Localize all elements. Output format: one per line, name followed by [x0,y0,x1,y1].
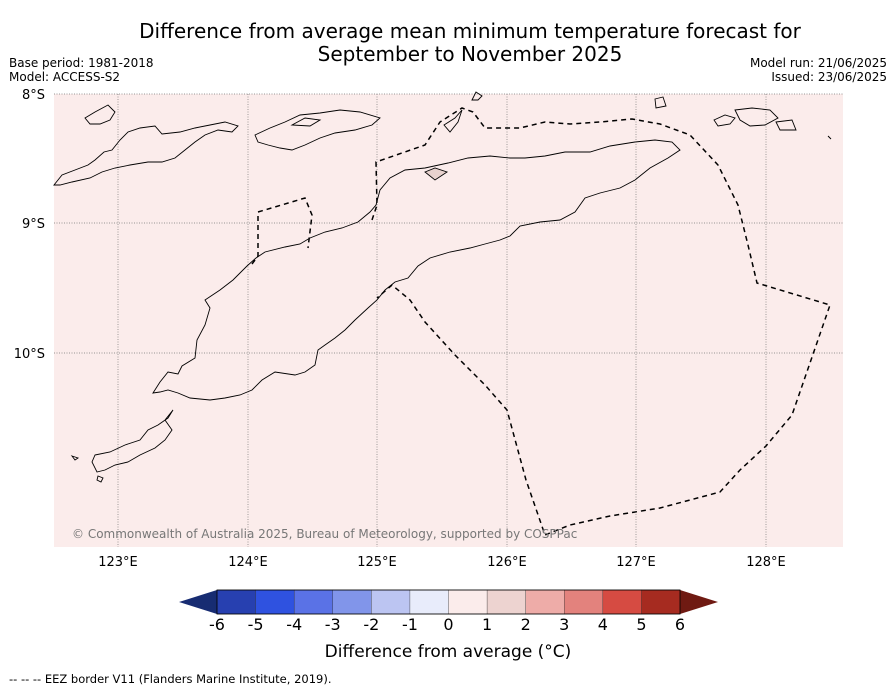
colorbar: -6 -5 -4 -3 -2 -1 0 1 2 3 4 5 6 [179,589,718,634]
colorbar-tick-label: 0 [443,615,453,634]
colorbar-tick-label: 3 [559,615,569,634]
colorbar-swatch [602,589,642,615]
islet-ne-3 [734,107,779,127]
gridlines [54,93,843,547]
colorbar-tick-label: -5 [248,615,264,634]
islet-ne-4 [775,119,797,131]
map-area [54,94,843,547]
flores-island [53,121,239,186]
lon-label-124e: 124°E [228,555,268,570]
issued-date: Issued: 23/06/2025 [771,70,887,84]
lat-label-10s: 10°S [14,347,45,362]
wetar-tip [443,109,463,133]
colorbar-tick-label: 1 [482,615,492,634]
colorbar-swatch [641,589,681,615]
colorbar-tick-label: -4 [286,615,302,634]
model-run: Model run: 21/06/2025 [749,56,887,70]
small-island-1 [70,455,80,461]
small-island-2 [96,475,104,483]
colorbar-tick-label: -6 [209,615,225,634]
colorbar-swatch [293,589,334,615]
lon-label-128e: 128°E [746,555,786,570]
base-period: Base period: 1981-2018 [9,56,154,70]
north-islet-1 [84,104,116,125]
copyright: © Commonwealth of Australia 2025, Bureau… [72,527,577,541]
islet-top [471,91,483,101]
colorbar-swatch [448,589,488,615]
lat-label-8s: 8°S [22,88,45,103]
lon-labels: 123°E 124°E 125°E 126°E 127°E 128°E [98,555,786,570]
colorbar-arrow-low [179,590,217,614]
atauro-islet [424,167,449,181]
chart-title: Difference from average mean minimum tem… [0,20,896,66]
alor-island [254,109,381,151]
lat-label-9s: 9°S [22,217,45,232]
lon-label-126e: 126°E [487,555,527,570]
rote-island [91,409,174,473]
lat-labels: 8°S 9°S 10°S [14,88,45,362]
lon-label-125e: 125°E [357,555,397,570]
islet-ne-5 [827,135,832,140]
north-islet-2 [290,117,322,127]
meta-right: Model run: 21/06/2025 Issued: 23/06/2025 [750,56,887,84]
eez-line-main [251,197,313,265]
coastlines [53,91,832,483]
colorbar-tick-label: -2 [363,615,379,634]
model-name: Model: ACCESS-S2 [9,70,121,84]
colorbar-tick-label: -1 [402,615,418,634]
colorbar-swatch [525,589,565,615]
colorbar-swatch [486,589,527,615]
islet-ne-2 [713,114,736,127]
colorbar-tick-label: 5 [636,615,646,634]
meta-left: Base period: 1981-2018 Model: ACCESS-S2 [9,56,154,84]
colorbar-swatch [371,589,411,615]
lon-label-127e: 127°E [616,555,656,570]
title-line-2: September to November 2025 [317,42,623,66]
islet-ne-1 [654,96,667,109]
colorbar-swatch [564,589,604,615]
eez-footnote: -- -- -- EEZ border V11 (Flanders Marine… [9,672,332,686]
colorbar-swatch [216,589,257,615]
colorbar-swatch [409,589,449,615]
eez-line-north [371,107,831,536]
colorbar-ticks: -6 -5 -4 -3 -2 -1 0 1 2 3 4 5 6 [209,615,685,634]
timor-island [152,139,681,401]
colorbar-arrow-high [680,590,718,614]
colorbar-tick-label: -3 [325,615,341,634]
colorbar-tick-label: 6 [675,615,685,634]
title-line-1: Difference from average mean minimum tem… [139,19,801,43]
lon-label-123e: 123°E [98,555,138,570]
colorbar-swatch [255,589,295,615]
colorbar-title: Difference from average (°C) [324,642,572,662]
colorbar-tick-label: 2 [521,615,531,634]
colorbar-swatches [216,589,681,615]
eez-border [251,107,831,536]
colorbar-tick-label: 4 [598,615,608,634]
colorbar-swatch [332,589,372,615]
